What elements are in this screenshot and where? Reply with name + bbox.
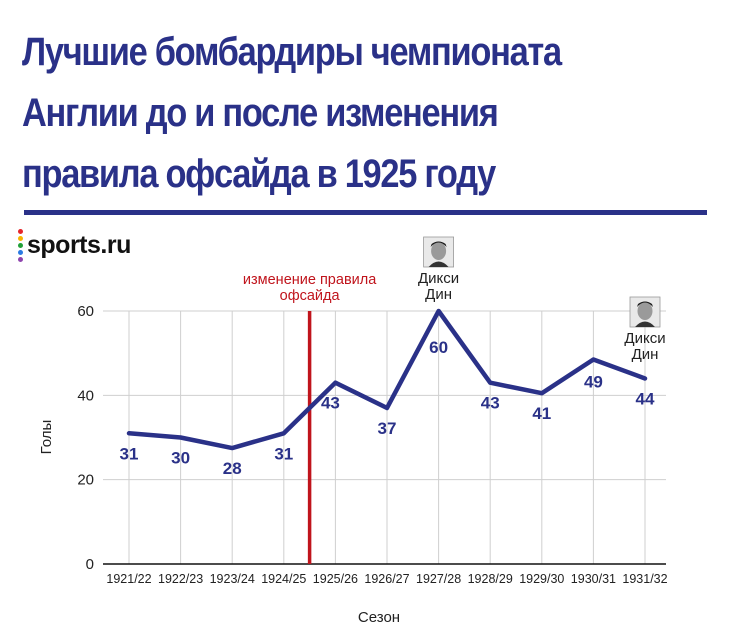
portrait-shoulders — [428, 261, 449, 267]
data-label: 30 — [171, 449, 190, 468]
goals-series-line — [126, 308, 648, 451]
player-annotation-text: Дин — [425, 286, 452, 303]
data-label: 60 — [429, 338, 448, 357]
portrait-shoulders — [635, 321, 655, 327]
data-label: 41 — [532, 404, 551, 423]
logo-dot — [18, 235, 23, 241]
x-tick-label: 1927/28 — [416, 572, 461, 586]
player-annotation-text: Дикси — [418, 270, 459, 287]
x-tick-label: 1929/30 — [519, 572, 564, 586]
offside-annotation-text: изменение правила — [243, 272, 377, 288]
x-tick-label: 1928/29 — [468, 572, 513, 586]
x-tick-label: 1921/22 — [106, 572, 151, 586]
portrait-face — [431, 242, 447, 260]
portrait-face — [637, 302, 653, 320]
chart-axes: 0 20 40 60 1921/22 1922/23 1923/24 1924/25 1925/… — [38, 303, 668, 626]
player-portrait-icon — [629, 296, 661, 328]
title-divider — [24, 210, 707, 215]
data-label: 44 — [636, 389, 655, 408]
x-tick-label: 1923/24 — [210, 572, 255, 586]
y-tick-label: 60 — [77, 303, 94, 320]
logo-dot — [18, 228, 23, 234]
y-tick-label: 0 — [86, 556, 94, 573]
portrait-hair — [637, 301, 653, 307]
player-annotation-text: Дикси — [624, 330, 665, 347]
logo-dot — [18, 249, 23, 255]
data-label: 37 — [378, 419, 397, 438]
data-label: 28 — [223, 459, 242, 478]
offside-annotation-text: офсайда — [280, 288, 341, 304]
logo-text: sports.ru — [27, 230, 131, 259]
player-portrait-icon — [423, 236, 455, 268]
data-labels: 31 30 28 31 43 37 60 43 41 49 44 — [120, 338, 655, 478]
logo-dots — [18, 228, 23, 262]
x-tick-label: 1925/26 — [313, 572, 358, 586]
portrait-hair — [430, 241, 447, 247]
data-label: 31 — [274, 444, 293, 463]
x-tick-label: 1926/27 — [364, 572, 409, 586]
chart-title: Лучшие бомбардиры чемпионата Англии до и… — [22, 30, 562, 196]
data-label: 43 — [321, 394, 340, 413]
x-tick-label: 1922/23 — [158, 572, 203, 586]
series-layer — [126, 308, 648, 451]
chart-grid — [103, 310, 666, 564]
logo-dot — [18, 242, 23, 248]
data-label: 31 — [120, 444, 139, 463]
logo-dot — [18, 256, 23, 262]
data-label: 49 — [584, 372, 603, 391]
x-tick-label: 1924/25 — [261, 572, 306, 586]
sports-ru-logo: sports.ru — [18, 228, 131, 262]
x-axis-title: Сезон — [358, 609, 400, 626]
y-tick-label: 40 — [77, 387, 94, 404]
x-tick-label: 1930/31 — [571, 572, 616, 586]
player-annotation-text: Дин — [632, 346, 659, 363]
y-axis-title: Голы — [38, 420, 55, 455]
x-tick-label: 1931/32 — [622, 572, 667, 586]
y-tick-label: 20 — [77, 472, 94, 489]
data-label: 43 — [481, 394, 500, 413]
